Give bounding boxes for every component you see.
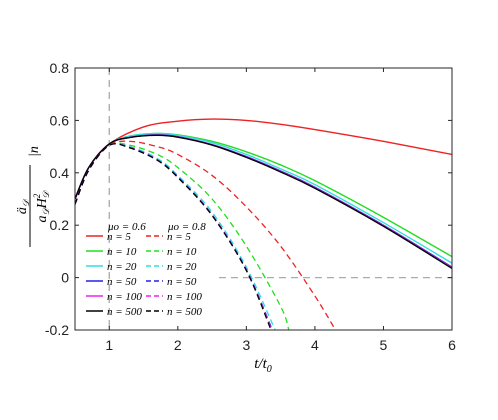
legend-label: n = 10 [107, 246, 137, 258]
y-tick-label: 0.8 [50, 60, 70, 76]
y-axis-label: ä𝒟 a𝒟H2𝒟 |n [15, 146, 51, 247]
legend-label: n = 10 [167, 246, 197, 258]
series-line-mu08-n-500 [75, 143, 272, 330]
legend-label: n = 500 [167, 306, 202, 318]
y-tick-label: 0 [61, 270, 69, 286]
plot-frame [74, 67, 453, 331]
y-axis: -0.2 0 0.2 0.4 0.6 0.8 [45, 60, 452, 338]
legend-group-title: μo = 0.8 [167, 221, 206, 233]
x-tick-label: 1 [105, 337, 113, 353]
svg-text:|n: |n [27, 146, 42, 157]
x-tick-label: 5 [380, 337, 388, 353]
x-tick-label: 2 [174, 337, 182, 353]
y-tick-label: 0.4 [50, 165, 70, 181]
reference-lines [108, 68, 452, 330]
x-axis: 1 2 3 4 5 6 [105, 68, 456, 353]
legend-label: n = 5 [167, 231, 191, 243]
legend-label: n = 5 [107, 231, 131, 243]
series-layer [75, 118, 452, 330]
x-tick-label: 3 [242, 337, 250, 353]
legend: μo = 0.6n = 5n = 10n = 20n = 50n = 100n … [86, 221, 206, 318]
y-tick-label: -0.2 [45, 322, 69, 338]
series-line-mu08-n-20 [75, 142, 276, 330]
y-tick-label: 0.2 [50, 217, 70, 233]
legend-label: n = 50 [107, 276, 137, 288]
series-line-mu06-n-5 [75, 118, 452, 200]
legend-label: n = 500 [107, 306, 142, 318]
legend-label: n = 20 [107, 261, 137, 273]
series-line-mu06-n-10 [75, 132, 452, 258]
svg-text:ä𝒟: ä𝒟 [15, 198, 31, 214]
x-tick-label: 4 [311, 337, 319, 353]
svg-text:a𝒟H2𝒟: a𝒟H2𝒟 [32, 190, 51, 223]
legend-label: n = 100 [107, 291, 142, 303]
legend-group-title: μo = 0.6 [107, 221, 146, 233]
y-tick-label: 0.6 [50, 112, 70, 128]
series-line-mu06-n-20 [75, 132, 452, 264]
x-axis-label: t/t0 [254, 356, 272, 375]
legend-label: n = 20 [167, 261, 197, 273]
legend-label: n = 50 [167, 276, 197, 288]
x-tick-label: 6 [448, 337, 456, 353]
series-line-mu06-n-500 [75, 134, 452, 270]
legend-label: n = 100 [167, 291, 202, 303]
